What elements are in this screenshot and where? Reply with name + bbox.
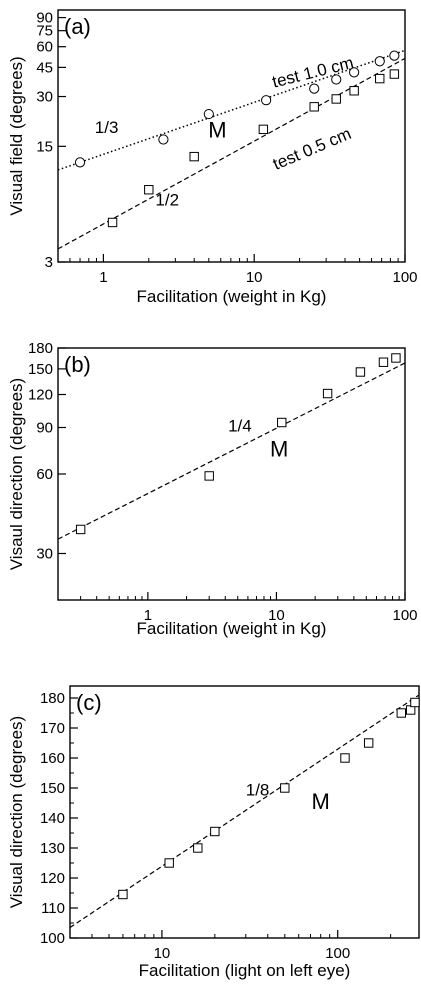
x-tick-label: 100 [325, 945, 350, 962]
data-point-square [204, 471, 214, 481]
data-point-square [210, 826, 220, 837]
y-axis-label: Visual field (degrees) [7, 56, 26, 215]
data-point-square [277, 417, 287, 428]
y-tick-label: 130 [40, 840, 65, 857]
y-axis-label: Visaul direction (degrees) [7, 378, 26, 570]
y-tick-label: 60 [36, 466, 53, 483]
y-tick-label: 100 [40, 930, 65, 947]
data-point-square [280, 783, 290, 793]
data-point-square [355, 367, 366, 377]
data-point-square [331, 94, 341, 104]
y-tick-label: 45 [36, 59, 53, 76]
y-tick-label: 160 [40, 750, 65, 767]
chart-panel-2: 1 10 100 30 60 90 120 150 180 1/4 M (b) Facilitation… [7, 340, 418, 638]
y-tick-label: 30 [36, 545, 53, 562]
y-tick-label: 180 [28, 340, 53, 357]
data-point-square [349, 86, 359, 96]
y-tick-label: 75 [36, 23, 53, 40]
data-point-circle [374, 56, 385, 67]
data-point-square [363, 738, 374, 748]
data-point-square [396, 708, 407, 718]
data-point-circle [74, 157, 86, 168]
fit-line-dashed [58, 57, 405, 250]
annotation-text: M [312, 789, 330, 814]
data-point-square [164, 858, 174, 868]
data-point-circle [349, 67, 360, 78]
data-point-circle [203, 108, 214, 120]
data-point-square [389, 69, 400, 79]
fit-line-dotted [58, 49, 405, 171]
data-point-square [309, 102, 319, 112]
data-point-circle [331, 74, 342, 85]
y-tick-label: 120 [28, 387, 53, 404]
data-point-square [378, 357, 389, 367]
x-tick-label: 10 [154, 945, 171, 962]
data-point-square [258, 124, 269, 135]
data-point-square [410, 697, 420, 708]
y-tick-label: 3 [45, 254, 53, 271]
x-tick-label: 100 [392, 607, 417, 624]
x-tick-label: 1 [99, 269, 107, 286]
y-tick-label: 30 [36, 89, 53, 106]
annotation-text: M [270, 436, 288, 461]
x-tick-label: 100 [392, 269, 417, 286]
y-tick-label: 180 [40, 690, 65, 707]
y-tick-label: 150 [28, 361, 53, 378]
annotation-text: 1/2 [155, 190, 179, 209]
x-axis-label: Facilitation (weight in Kg) [137, 287, 327, 306]
data-point-square [375, 73, 385, 84]
y-tick-label: 90 [36, 10, 53, 27]
data-point-circle [158, 134, 169, 145]
y-tick-label: 140 [40, 810, 65, 827]
panel-label: (b) [64, 352, 91, 377]
panel-label: (c) [76, 690, 102, 715]
fit-line-dashed [58, 362, 405, 540]
annotation-text: 1/3 [95, 118, 119, 137]
y-tick-label: 60 [36, 39, 53, 56]
data-point-square [340, 753, 350, 763]
y-tick-label: 120 [40, 870, 65, 887]
data-point-square [322, 388, 333, 399]
y-tick-label: 150 [40, 780, 65, 797]
data-point-square [193, 843, 203, 853]
annotation-text: 1/4 [228, 416, 252, 435]
x-axis-label: Facilitation (weight in Kg) [137, 619, 327, 638]
fit-line-dashed [70, 694, 419, 928]
x-axis-label: Facilitation (light on left eye) [139, 961, 351, 980]
x-tick-label: 1 [144, 607, 152, 624]
data-point-square [107, 217, 118, 228]
data-point-square [189, 151, 199, 162]
plot-frame-1 [57, 9, 406, 263]
chart-panel-3: 10 100 100 110 120 130 140 150 160 170 180 1/8 M (c) F… [7, 685, 420, 980]
y-axis-label: Visual direction (degrees) [7, 716, 26, 908]
plot-frame-2 [57, 347, 406, 601]
data-point-square [391, 353, 401, 363]
data-point-circle [389, 50, 400, 61]
panel-label: (a) [64, 14, 91, 39]
data-point-square [118, 889, 128, 900]
plot-frame-3 [69, 685, 420, 939]
x-tick-label: 10 [246, 269, 263, 286]
y-tick-label: 170 [40, 720, 65, 737]
x-tick-label: 10 [268, 607, 285, 624]
data-point-square [144, 185, 154, 195]
annotation-text: test 0.5 cm [270, 124, 354, 174]
annotation-text: 1/8 [246, 781, 270, 800]
y-tick-label: 110 [41, 900, 65, 917]
annotation-text: M [208, 117, 226, 142]
y-tick-label: 15 [36, 138, 53, 155]
data-point-square [75, 524, 86, 535]
y-tick-label: 90 [36, 419, 53, 436]
data-point-circle [309, 83, 320, 94]
data-point-circle [261, 95, 272, 106]
